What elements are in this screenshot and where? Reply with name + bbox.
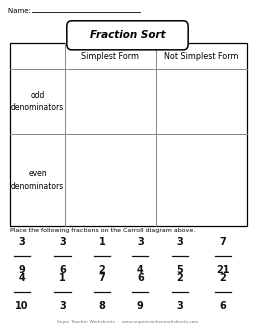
Text: Not Simplest Form: Not Simplest Form: [164, 51, 238, 61]
Text: Super Teacher Worksheets  -  www.superteacherworksheets.com: Super Teacher Worksheets - www.superteac…: [57, 320, 197, 324]
Text: 3: 3: [176, 237, 182, 247]
Text: 2: 2: [98, 265, 105, 275]
Text: 3: 3: [18, 237, 25, 247]
Text: Name:: Name:: [8, 8, 33, 14]
Text: Place the following fractions on the Carroll diagram above.: Place the following fractions on the Car…: [10, 228, 195, 233]
Text: 2: 2: [219, 273, 226, 283]
FancyBboxPatch shape: [67, 21, 187, 50]
Text: 4: 4: [136, 265, 143, 275]
Text: 6: 6: [59, 265, 66, 275]
Text: 3: 3: [59, 237, 66, 247]
Text: Fraction Sort: Fraction Sort: [89, 30, 165, 40]
Text: 5: 5: [176, 265, 182, 275]
Text: 6: 6: [219, 301, 226, 311]
Text: 3: 3: [59, 301, 66, 311]
Text: odd
denominators: odd denominators: [11, 91, 64, 112]
Text: 1: 1: [59, 273, 66, 283]
Text: 4: 4: [18, 273, 25, 283]
Text: 7: 7: [219, 237, 226, 247]
Text: 2: 2: [176, 273, 182, 283]
Text: 9: 9: [18, 265, 25, 275]
Text: 3: 3: [176, 301, 182, 311]
Text: Simplest Form: Simplest Form: [81, 51, 139, 61]
Bar: [10, 43, 246, 226]
Text: 7: 7: [98, 273, 105, 283]
Text: 6: 6: [136, 273, 143, 283]
Text: 21: 21: [216, 265, 229, 275]
Text: 3: 3: [136, 237, 143, 247]
Text: 10: 10: [15, 301, 28, 311]
Text: 1: 1: [98, 237, 105, 247]
Text: even
denominators: even denominators: [11, 169, 64, 191]
Text: 8: 8: [98, 301, 105, 311]
Text: 9: 9: [136, 301, 143, 311]
